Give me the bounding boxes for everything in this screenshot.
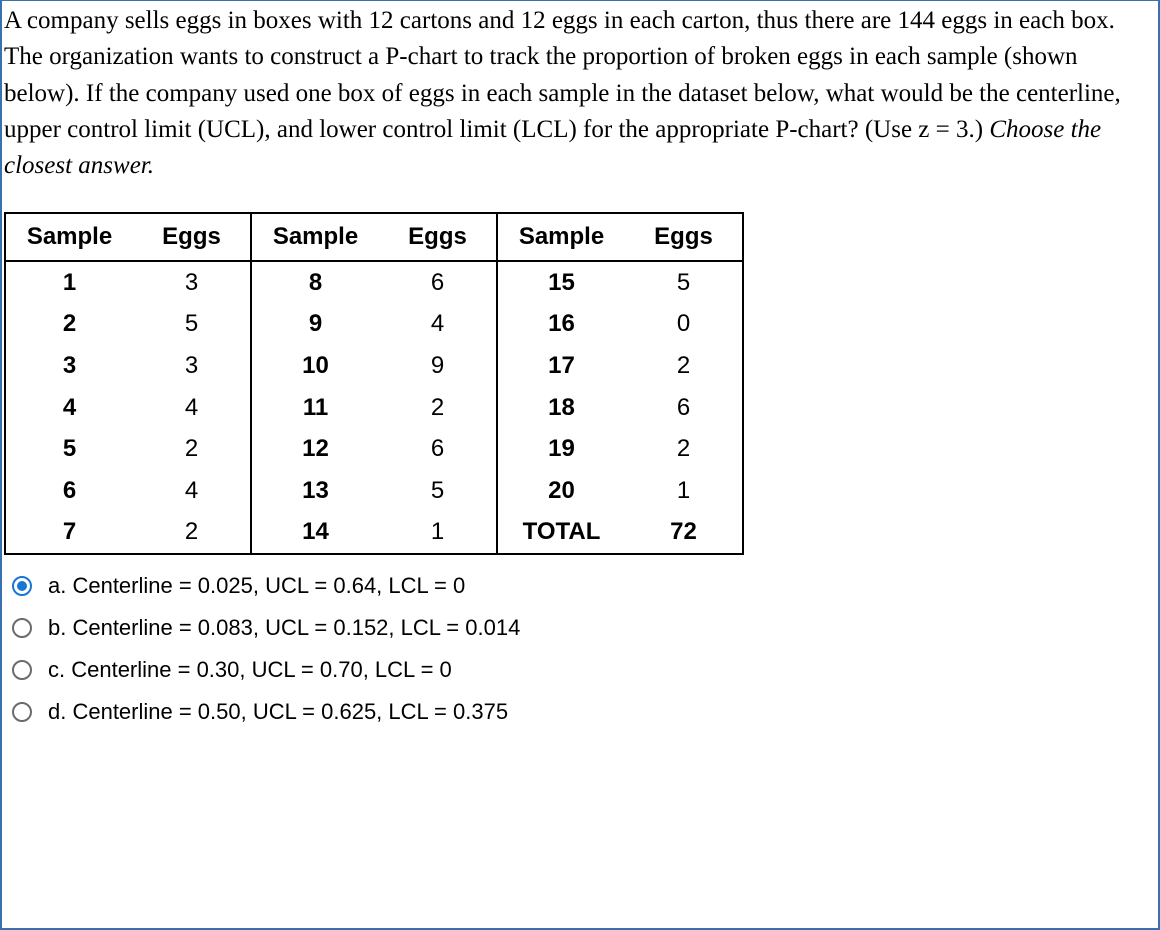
table-cell: 9 <box>251 303 379 345</box>
table-header-row: Sample Eggs Sample Eggs Sample Eggs <box>5 213 743 261</box>
th-sample-2: Sample <box>251 213 379 261</box>
table-cell: 20 <box>497 470 625 512</box>
table-cell: 4 <box>133 387 251 429</box>
option-label-b: b. Centerline = 0.083, UCL = 0.152, LCL … <box>48 615 520 641</box>
table-cell: 8 <box>251 261 379 304</box>
data-table: Sample Eggs Sample Eggs Sample Eggs 1386… <box>4 212 744 555</box>
table-cell: 1 <box>5 261 133 304</box>
table-cell: 5 <box>379 470 497 512</box>
question-body: A company sells eggs in boxes with 12 ca… <box>4 7 1121 143</box>
th-sample-1: Sample <box>5 213 133 261</box>
th-eggs-3: Eggs <box>625 213 743 261</box>
table-cell: 18 <box>497 387 625 429</box>
table-cell: 19 <box>497 428 625 470</box>
table-cell: 17 <box>497 345 625 387</box>
answer-option-d[interactable]: d. Centerline = 0.50, UCL = 0.625, LCL =… <box>12 699 1154 725</box>
th-sample-3: Sample <box>497 213 625 261</box>
table-cell: 72 <box>625 511 743 554</box>
table-cell: 0 <box>625 303 743 345</box>
table-row: 44112186 <box>5 387 743 429</box>
question-text: A company sells eggs in boxes with 12 ca… <box>4 3 1154 184</box>
table-cell: 5 <box>625 261 743 304</box>
table-cell: 6 <box>379 428 497 470</box>
table-cell: TOTAL <box>497 511 625 554</box>
option-label-c: c. Centerline = 0.30, UCL = 0.70, LCL = … <box>48 657 452 683</box>
table-cell: 4 <box>379 303 497 345</box>
table-cell: 2 <box>625 428 743 470</box>
table-cell: 6 <box>379 261 497 304</box>
radio-d[interactable] <box>12 702 32 722</box>
table-row: 72141TOTAL72 <box>5 511 743 554</box>
table-cell: 13 <box>251 470 379 512</box>
table-cell: 15 <box>497 261 625 304</box>
table-cell: 2 <box>133 511 251 554</box>
radio-c[interactable] <box>12 660 32 680</box>
radio-b[interactable] <box>12 618 32 638</box>
option-label-a: a. Centerline = 0.025, UCL = 0.64, LCL =… <box>48 573 465 599</box>
answer-options: a. Centerline = 0.025, UCL = 0.64, LCL =… <box>12 573 1154 725</box>
answer-option-c[interactable]: c. Centerline = 0.30, UCL = 0.70, LCL = … <box>12 657 1154 683</box>
table-cell: 7 <box>5 511 133 554</box>
table-cell: 5 <box>5 428 133 470</box>
table-cell: 9 <box>379 345 497 387</box>
table-cell: 16 <box>497 303 625 345</box>
answer-option-b[interactable]: b. Centerline = 0.083, UCL = 0.152, LCL … <box>12 615 1154 641</box>
table-row: 64135201 <box>5 470 743 512</box>
th-eggs-2: Eggs <box>379 213 497 261</box>
table-cell: 4 <box>133 470 251 512</box>
table-row: 52126192 <box>5 428 743 470</box>
table-cell: 5 <box>133 303 251 345</box>
question-container: A company sells eggs in boxes with 12 ca… <box>0 0 1160 930</box>
table-cell: 2 <box>133 428 251 470</box>
radio-a[interactable] <box>12 576 32 596</box>
table-cell: 14 <box>251 511 379 554</box>
table-row: 1386155 <box>5 261 743 304</box>
table-cell: 3 <box>5 345 133 387</box>
table-cell: 6 <box>5 470 133 512</box>
table-cell: 3 <box>133 261 251 304</box>
table-cell: 1 <box>379 511 497 554</box>
table-cell: 3 <box>133 345 251 387</box>
table-cell: 1 <box>625 470 743 512</box>
table-cell: 11 <box>251 387 379 429</box>
table-cell: 6 <box>625 387 743 429</box>
table-cell: 2 <box>379 387 497 429</box>
option-label-d: d. Centerline = 0.50, UCL = 0.625, LCL =… <box>48 699 508 725</box>
table-cell: 2 <box>625 345 743 387</box>
table-cell: 2 <box>5 303 133 345</box>
table-cell: 12 <box>251 428 379 470</box>
table-row: 2594160 <box>5 303 743 345</box>
table-cell: 4 <box>5 387 133 429</box>
answer-option-a[interactable]: a. Centerline = 0.025, UCL = 0.64, LCL =… <box>12 573 1154 599</box>
table-row: 33109172 <box>5 345 743 387</box>
th-eggs-1: Eggs <box>133 213 251 261</box>
table-cell: 10 <box>251 345 379 387</box>
